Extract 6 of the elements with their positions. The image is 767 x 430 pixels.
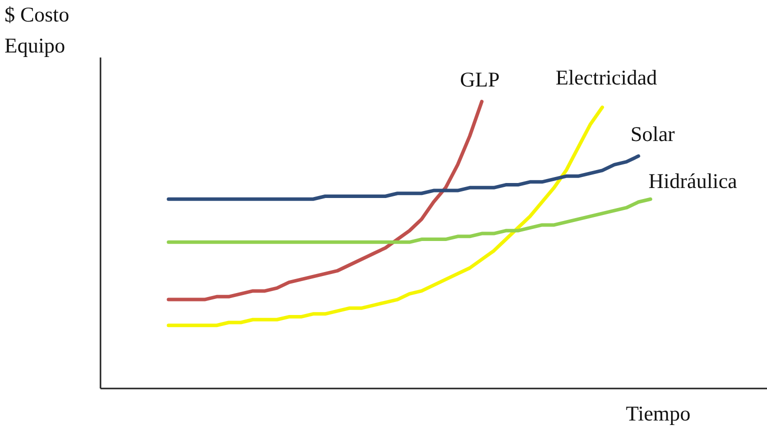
y-axis-title: $ Costo Equipo [4,2,70,58]
series-label: GLP [460,68,500,92]
series-label: Electricidad [556,65,658,90]
series-label: Solar [630,122,675,146]
x-axis-title: Tiempo [626,402,691,426]
series-label: Hidráulica [648,169,738,194]
